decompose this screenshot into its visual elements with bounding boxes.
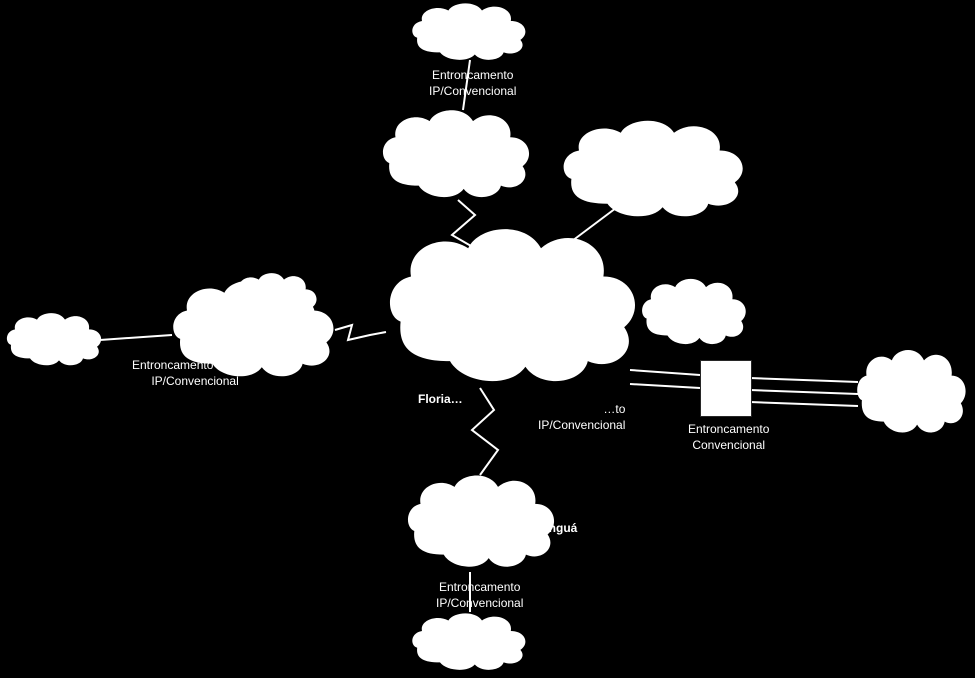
- diagram-canvas: Entroncamento IP/Convencional Entroncame…: [0, 0, 975, 678]
- device-box: [700, 360, 752, 417]
- label-bottom-line1: Entroncamento: [439, 580, 520, 594]
- cloud-center-right-sm: [640, 275, 750, 350]
- label-angua: …anguá: [530, 521, 577, 537]
- cloud-center: [385, 220, 645, 395]
- cloud-left-stack: [230, 270, 320, 330]
- label-left-frag: los: [243, 358, 258, 372]
- label-right: Entroncamento Convencional: [688, 422, 769, 453]
- label-center-conv-line2: IP/Convencional: [538, 418, 625, 432]
- label-right-line2: Convencional: [692, 438, 765, 452]
- label-bottom-line2: IP/Convencional: [436, 596, 523, 610]
- label-bottom: Entroncamento IP/Convencional: [436, 580, 523, 611]
- label-angua-text: …anguá: [530, 521, 577, 535]
- label-center-conv: …to IP/Convencional: [538, 402, 625, 433]
- label-left-line1: Entroncamento: [132, 358, 213, 372]
- cloud-left-small: [5, 310, 105, 370]
- cloud-top-mid: [380, 105, 535, 205]
- label-left-line2: IP/Convencional: [151, 374, 238, 388]
- label-left: Entroncamento los IP/Convencional: [132, 358, 258, 389]
- cloud-top-small: [410, 0, 530, 65]
- cloud-top-right: [560, 115, 750, 225]
- label-top: Entroncamento IP/Convencional: [429, 68, 516, 99]
- cloud-far-right: [855, 345, 970, 440]
- label-top-line1: Entroncamento: [432, 68, 513, 82]
- label-right-line1: Entroncamento: [688, 422, 769, 436]
- label-top-line2: IP/Convencional: [429, 84, 516, 98]
- label-center-conv-line1: …to: [603, 402, 625, 416]
- label-floria-text: Floria…: [418, 392, 463, 406]
- cloud-bottom-small: [410, 610, 530, 675]
- label-floria: Floria…: [418, 392, 463, 408]
